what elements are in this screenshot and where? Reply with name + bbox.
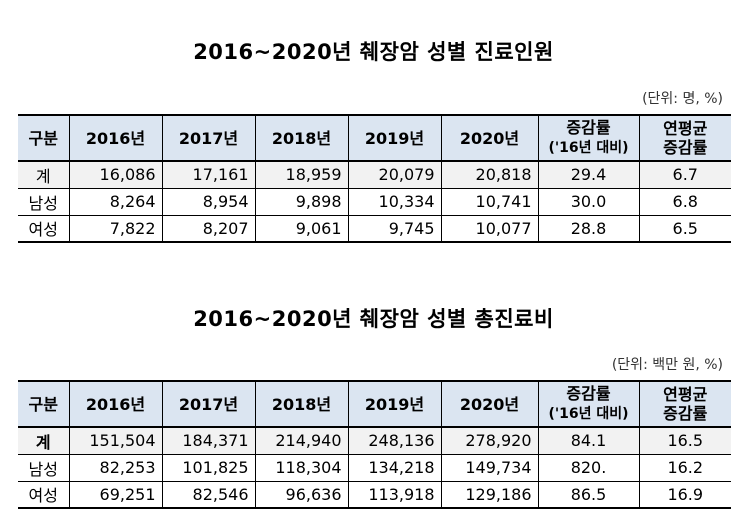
table-row: 여성 69,251 82,546 96,636 113,918 129,186 … <box>18 481 731 509</box>
cell: 6.7 <box>638 161 731 189</box>
header-row: 구분 2016년 2017년 2018년 2019년 2020년 증감률 ('16… <box>18 380 731 428</box>
cell: 29.4 <box>537 161 639 189</box>
cell: 82,253 <box>68 454 162 482</box>
cell: 6.8 <box>638 188 731 216</box>
cell: 184,371 <box>161 427 255 455</box>
unit-note: (단위: 백만 원, %) <box>611 357 723 373</box>
cell: 17,161 <box>161 161 255 189</box>
header-2020: 2020년 <box>440 380 538 428</box>
row-label: 남성 <box>18 188 69 216</box>
row-label: 계 <box>18 161 69 189</box>
header-2018: 2018년 <box>254 380 348 428</box>
header-2017: 2017년 <box>161 380 255 428</box>
cell: 86.5 <box>537 481 639 509</box>
cell: 82,546 <box>161 481 255 509</box>
cell: 84.1 <box>537 427 639 455</box>
header-2016: 2016년 <box>68 114 162 162</box>
cell: 278,920 <box>440 427 538 455</box>
cell: 18,959 <box>254 161 348 189</box>
patients-table: 구분 2016년 2017년 2018년 2019년 2020년 증감률 ('16… <box>18 114 731 243</box>
cell: 129,186 <box>440 481 538 509</box>
cell: 96,636 <box>254 481 348 509</box>
cell: 16.9 <box>638 481 731 509</box>
header-category: 구분 <box>18 380 69 428</box>
cell: 8,207 <box>161 215 255 243</box>
header-2019: 2019년 <box>347 380 441 428</box>
cell: 10,077 <box>440 215 538 243</box>
header-annual-rate: 연평균 증감률 <box>638 114 731 162</box>
cell: 16.5 <box>638 427 731 455</box>
table-row: 여성 7,822 8,207 9,061 9,745 10,077 28.8 6… <box>18 215 731 243</box>
header-change-rate: 증감률 ('16년 대비) <box>537 380 639 428</box>
table-title: 2016~2020년 췌장암 성별 총진료비 <box>193 307 554 331</box>
cell: 30.0 <box>537 188 639 216</box>
table-row: 계 16,086 17,161 18,959 20,079 20,818 29.… <box>18 161 731 189</box>
cell: 118,304 <box>254 454 348 482</box>
header-2018: 2018년 <box>254 114 348 162</box>
cell: 69,251 <box>68 481 162 509</box>
cell: 10,334 <box>347 188 441 216</box>
row-label: 계 <box>18 427 69 455</box>
table-row: 계 151,504 184,371 214,940 248,136 278,92… <box>18 427 731 455</box>
cell: 20,818 <box>440 161 538 189</box>
cell: 134,218 <box>347 454 441 482</box>
cell: 20,079 <box>347 161 441 189</box>
costs-table: 구분 2016년 2017년 2018년 2019년 2020년 증감률 ('16… <box>18 380 731 509</box>
cell: 16,086 <box>68 161 162 189</box>
table-title: 2016~2020년 췌장암 성별 진료인원 <box>193 40 554 64</box>
cell: 28.8 <box>537 215 639 243</box>
row-label: 여성 <box>18 215 69 243</box>
header-annual-rate: 연평균 증감률 <box>638 380 731 428</box>
table-row: 남성 82,253 101,825 118,304 134,218 149,73… <box>18 454 731 482</box>
cell: 8,264 <box>68 188 162 216</box>
header-row: 구분 2016년 2017년 2018년 2019년 2020년 증감률 ('16… <box>18 114 731 162</box>
cell: 149,734 <box>440 454 538 482</box>
cell: 248,136 <box>347 427 441 455</box>
cell: 214,940 <box>254 427 348 455</box>
header-2020: 2020년 <box>440 114 538 162</box>
cell: 9,061 <box>254 215 348 243</box>
cell: 113,918 <box>347 481 441 509</box>
cell: 16.2 <box>638 454 731 482</box>
cell: 6.5 <box>638 215 731 243</box>
unit-note: (단위: 명, %) <box>642 91 723 107</box>
table-row: 남성 8,264 8,954 9,898 10,334 10,741 30.0 … <box>18 188 731 216</box>
header-2017: 2017년 <box>161 114 255 162</box>
row-label: 여성 <box>18 481 69 509</box>
header-2016: 2016년 <box>68 380 162 428</box>
cell: 8,954 <box>161 188 255 216</box>
cell: 151,504 <box>68 427 162 455</box>
header-change-rate: 증감률 ('16년 대비) <box>537 114 639 162</box>
cell: 7,822 <box>68 215 162 243</box>
cell: 10,741 <box>440 188 538 216</box>
row-label: 남성 <box>18 454 69 482</box>
header-2019: 2019년 <box>347 114 441 162</box>
cell: 9,898 <box>254 188 348 216</box>
header-category: 구분 <box>18 114 69 162</box>
cell: 9,745 <box>347 215 441 243</box>
cell: 820. <box>537 454 639 482</box>
cell: 101,825 <box>161 454 255 482</box>
